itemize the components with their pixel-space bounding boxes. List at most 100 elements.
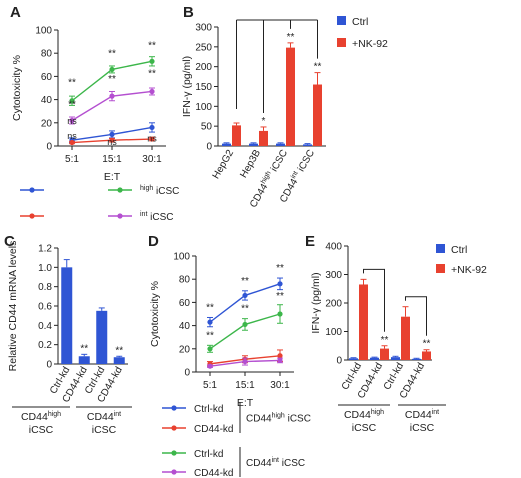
legend-marker	[29, 213, 35, 219]
y-tick-label: 1.0	[38, 263, 52, 274]
data-point	[242, 358, 248, 365]
significance-label: **	[206, 303, 214, 314]
legend-marker	[117, 213, 123, 219]
significance-label: ns	[67, 131, 77, 141]
data-point	[277, 281, 283, 287]
significance-label: ns	[147, 133, 157, 143]
bar	[412, 358, 421, 360]
legend-swatch	[337, 38, 346, 47]
bar	[303, 144, 312, 146]
significance-label: **	[68, 78, 76, 89]
significance-label: **	[68, 100, 76, 111]
group-label: CD44high	[344, 409, 384, 421]
y-tick-label: 100	[35, 26, 52, 37]
y-tick-label: 1.2	[38, 244, 52, 255]
legend-marker	[171, 405, 177, 411]
y-tick-label: 0	[46, 360, 52, 371]
y-tick-label: 0	[336, 356, 342, 367]
significance-label: **	[108, 49, 116, 60]
y-axis-label: Cytotoxicity %	[11, 55, 23, 121]
significance-label: **	[381, 335, 389, 346]
y-tick-label: 0.2	[38, 340, 52, 351]
group-label: CD44int	[405, 409, 439, 421]
y-axis-label: Cytotoxicity %	[149, 281, 161, 347]
group-label-line2: iCSC	[92, 424, 117, 436]
data-point	[207, 346, 213, 352]
data-point	[242, 292, 248, 299]
y-axis-label: Relative CD44 mRNA levels	[7, 241, 19, 372]
legend-label: high iCSC	[140, 185, 179, 197]
panel-letter: C	[4, 233, 15, 250]
y-tick-label: 300	[325, 270, 342, 281]
x-tick-label: 5:1	[65, 154, 79, 165]
group-label-line2: iCSC	[410, 422, 435, 434]
comparison-bracket	[405, 296, 427, 336]
legend-marker	[171, 425, 177, 431]
bar	[222, 143, 231, 146]
bar	[370, 357, 379, 360]
bar	[359, 284, 368, 360]
bar	[249, 143, 258, 146]
y-tick-label: 80	[41, 49, 53, 60]
data-point	[109, 137, 115, 143]
bar	[391, 357, 400, 360]
bar	[422, 351, 431, 360]
x-tick-label: 30:1	[270, 380, 290, 391]
legend-label: int iCSC	[140, 211, 174, 223]
legend-swatch	[436, 244, 445, 253]
significance-label: **	[423, 339, 431, 350]
y-tick-label: 20	[41, 118, 53, 129]
bar	[232, 125, 241, 146]
legend-label: Ctrl-kd	[194, 449, 223, 460]
group-label: CD44int	[87, 411, 121, 423]
bar	[286, 47, 295, 147]
y-tick-label: 0.6	[38, 302, 52, 313]
significance-label: **	[241, 304, 249, 315]
data-point	[277, 353, 283, 359]
y-tick-label: 0	[206, 142, 212, 153]
group-label-line2: iCSC	[29, 424, 54, 436]
legend-marker	[117, 187, 123, 193]
data-point	[277, 357, 283, 363]
y-tick-label: 300	[195, 23, 212, 34]
legend-label: CD44-kd	[194, 468, 233, 478]
y-tick-label: 200	[195, 62, 212, 73]
bar	[96, 310, 108, 364]
data-point	[149, 88, 155, 95]
y-axis-label: IFN-γ (pg/ml)	[181, 56, 193, 117]
y-tick-label: 150	[195, 82, 212, 93]
significance-label: **	[206, 330, 214, 341]
legend-group-label: CD44high iCSC	[246, 413, 311, 425]
panel-letter: A	[10, 4, 21, 21]
data-point	[109, 66, 115, 73]
x-tick-label: HepG2	[211, 148, 237, 181]
data-point	[242, 321, 248, 328]
significance-label: **	[148, 41, 156, 52]
legend-marker	[171, 450, 177, 456]
panel-letter: D	[148, 233, 159, 250]
significance-label: **	[276, 263, 284, 274]
legend-label: Ctrl	[451, 244, 467, 256]
y-tick-label: 20	[179, 344, 191, 355]
bar	[61, 267, 73, 364]
significance-label: **	[314, 62, 322, 73]
bar	[276, 143, 285, 146]
y-axis-label: IFN-γ (pg/ml)	[310, 272, 322, 333]
y-tick-label: 80	[179, 275, 191, 286]
y-tick-label: 200	[325, 299, 342, 310]
y-tick-label: 400	[325, 242, 342, 253]
data-point	[149, 136, 155, 142]
y-tick-label: 0	[46, 142, 52, 153]
x-tick-label: 15:1	[102, 154, 122, 165]
bar	[380, 348, 389, 360]
legend-swatch	[436, 264, 445, 273]
y-tick-label: 100	[325, 327, 342, 338]
panel-letter: B	[183, 4, 194, 21]
legend-swatch	[337, 16, 346, 25]
legend-label: +NK-92	[352, 38, 388, 50]
data-point	[109, 131, 115, 137]
bar	[259, 130, 268, 146]
x-tick-label: Hep3B	[238, 148, 263, 180]
panel-letter: E	[305, 233, 315, 250]
